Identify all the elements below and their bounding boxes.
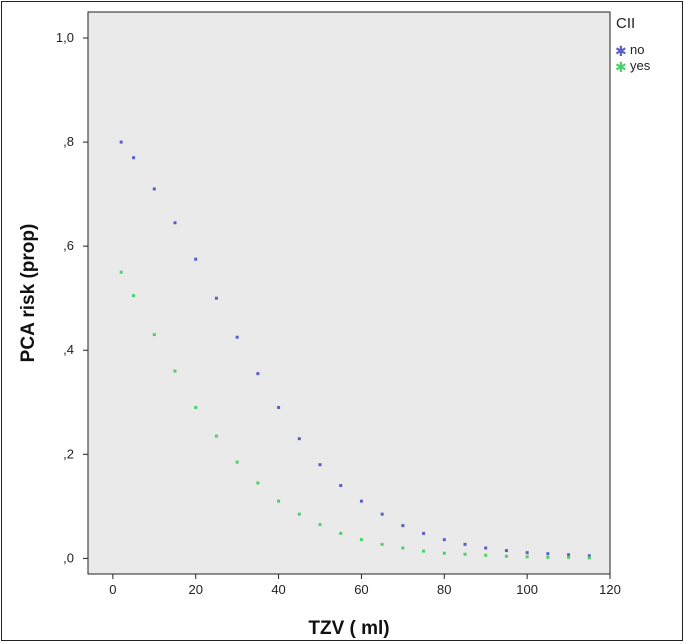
x-tick-label: 60 (354, 582, 368, 597)
y-tick-label: ,0 (63, 550, 74, 565)
data-point-no (463, 542, 467, 546)
x-tick-label: 0 (109, 582, 116, 597)
data-point-no (525, 551, 529, 555)
data-point-no (359, 499, 363, 503)
data-point-no (256, 372, 260, 376)
data-point-yes (504, 554, 508, 558)
data-point-no (132, 156, 136, 160)
x-tick-label: 100 (516, 582, 538, 597)
data-point-yes (484, 553, 488, 557)
data-point-no (235, 335, 239, 339)
data-point-no (422, 531, 426, 535)
data-point-no (504, 549, 508, 553)
legend-marker-star-icon: ✱ (615, 43, 627, 59)
legend-label-no: no (630, 42, 644, 57)
legend: CII ✱ no✱ yes (615, 15, 651, 75)
data-point-yes (132, 294, 136, 298)
data-point-no (194, 257, 198, 261)
y-tick-label: ,4 (63, 342, 74, 357)
data-point-yes (442, 551, 446, 555)
data-point-no (152, 187, 156, 191)
data-point-yes (173, 369, 177, 373)
data-point-no (214, 296, 218, 300)
data-point-no (484, 546, 488, 550)
data-point-no (442, 538, 446, 542)
legend-marker-star-icon: ✱ (615, 59, 627, 75)
data-point-no (546, 552, 550, 556)
data-point-yes (525, 555, 529, 559)
data-point-yes (256, 481, 260, 485)
data-point-yes (359, 538, 363, 542)
data-point-yes (339, 531, 343, 535)
data-points (119, 140, 591, 560)
data-point-no (297, 437, 301, 441)
data-point-yes (235, 460, 239, 464)
y-axis-title: PCA risk (prop) (18, 224, 39, 363)
data-point-yes (318, 523, 322, 527)
data-point-yes (277, 499, 281, 503)
data-point-no (318, 463, 322, 467)
legend-title: CII (616, 15, 635, 32)
x-tick-label: 120 (599, 582, 621, 597)
data-point-no (339, 484, 343, 488)
data-point-yes (194, 405, 198, 409)
data-point-yes (214, 434, 218, 438)
data-point-no (587, 554, 591, 558)
data-point-no (277, 405, 281, 409)
x-tick-label: 20 (188, 582, 202, 597)
data-point-yes (422, 549, 426, 553)
y-tick-label: ,8 (63, 134, 74, 149)
data-point-yes (546, 555, 550, 559)
data-point-yes (587, 556, 591, 560)
data-point-no (380, 512, 384, 516)
y-tick-label: ,2 (63, 446, 74, 461)
data-point-yes (463, 552, 467, 556)
x-tick-label: 80 (437, 582, 451, 597)
axis-ticks: 0 20 40 60 80 100 120 ,0 ,2 ,4 ,6 ,8 1,0 (56, 30, 621, 597)
x-tick-label: 40 (271, 582, 285, 597)
data-point-yes (380, 542, 384, 546)
data-point-yes (401, 546, 405, 550)
x-axis-title: TZV ( ml) (308, 618, 389, 639)
data-point-no (119, 140, 123, 144)
legend-label-yes: yes (630, 58, 651, 73)
data-point-no (173, 221, 177, 225)
data-point-yes (297, 512, 301, 516)
data-point-yes (567, 555, 571, 559)
plot-area (87, 11, 611, 575)
y-tick-label: 1,0 (56, 30, 74, 45)
y-tick-label: ,6 (63, 238, 74, 253)
data-point-no (567, 553, 571, 557)
data-point-yes (119, 270, 123, 274)
data-point-no (401, 524, 405, 528)
data-point-yes (152, 333, 156, 337)
